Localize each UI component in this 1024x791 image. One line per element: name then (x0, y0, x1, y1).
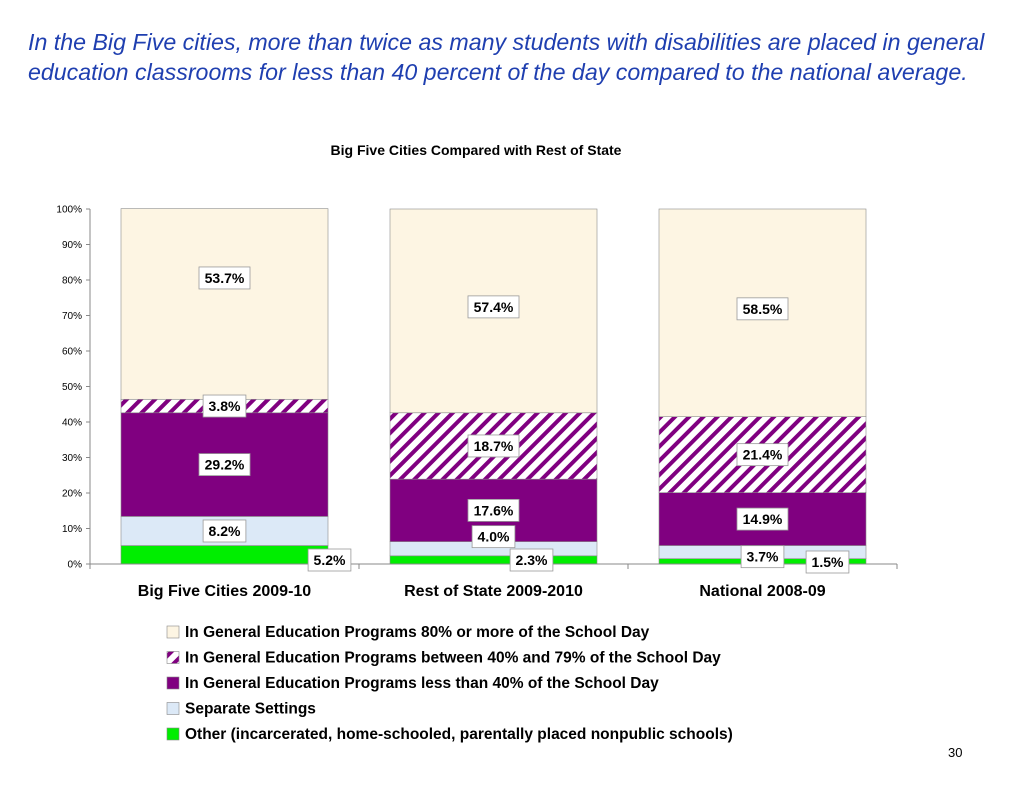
y-tick-label: 10% (62, 524, 82, 535)
data-label-box (509, 548, 554, 572)
data-label: 57.4% (467, 295, 520, 319)
bar-segment (389, 555, 598, 565)
y-axis: 0% 10% 20% 30% 40% 50% 60% 70% 80% 90% 100% (56, 205, 91, 571)
bar-segment (120, 545, 329, 565)
data-label-text: 14.9% (743, 511, 783, 527)
y-tick-label: 50% (62, 382, 82, 393)
y-tick-label: 30% (62, 453, 82, 464)
data-label-box (202, 394, 247, 418)
data-label: 29.2% (198, 453, 251, 477)
data-label-box (736, 507, 789, 531)
data-label-text: 3.7% (747, 549, 779, 565)
data-label-box (198, 453, 251, 477)
slide-title: In the Big Five cities, more than twice … (28, 29, 985, 85)
data-label: 1.5% (805, 550, 850, 574)
legend-label: In General Education Programs 80% or mor… (185, 624, 650, 641)
data-label-text: 1.5% (812, 554, 844, 570)
data-labels: 5.2% 8.2% 29.2% 3.8% 53.7% 2.3% 4.0% 17.6% 18.7%… (198, 266, 850, 574)
data-label-box (471, 525, 516, 549)
x-category-label: National 2008-09 (699, 583, 825, 600)
data-label-text: 58.5% (743, 301, 783, 317)
data-label: 21.4% (736, 443, 789, 467)
data-label-box (467, 295, 520, 319)
data-label-text: 3.8% (209, 398, 241, 414)
data-label: 5.2% (307, 548, 352, 572)
data-label-box (202, 519, 247, 543)
data-label-box (736, 443, 789, 467)
legend: In General Education Programs 80% or mor… (166, 624, 733, 743)
data-label: 3.8% (202, 394, 247, 418)
data-label-text: 29.2% (205, 457, 245, 473)
legend-swatch (166, 651, 180, 664)
data-label-text: 57.4% (474, 299, 514, 315)
y-tick-label: 40% (62, 418, 82, 429)
x-category-label: Rest of State 2009-2010 (404, 583, 583, 600)
data-label: 4.0% (471, 525, 516, 549)
legend-label: In General Education Programs between 40… (185, 650, 721, 667)
data-label-text: 53.7% (205, 270, 245, 286)
legend-label: Separate Settings (185, 701, 316, 718)
data-label: 8.2% (202, 519, 247, 543)
legend-label: Other (incarcerated, home-schooled, pare… (185, 726, 733, 743)
data-label-text: 18.7% (474, 438, 514, 454)
data-label: 2.3% (509, 548, 554, 572)
bar-segment (120, 208, 329, 400)
data-label: 14.9% (736, 507, 789, 531)
y-tick-label: 90% (62, 240, 82, 251)
data-label-box (307, 548, 352, 572)
x-axis: Big Five Cities 2009-10 Rest of State 200… (89, 563, 898, 600)
data-label: 17.6% (467, 498, 520, 522)
y-tick-label: 0% (68, 560, 83, 571)
data-label-box (736, 297, 789, 321)
data-label-text: 21.4% (743, 447, 783, 463)
data-label-box (805, 550, 850, 574)
data-label: 53.7% (198, 266, 251, 290)
data-label-text: 17.6% (474, 502, 514, 518)
y-tick-label: 80% (62, 276, 82, 287)
data-label: 18.7% (467, 434, 520, 458)
x-category-label: Big Five Cities 2009-10 (138, 583, 312, 600)
chart-title: Big Five Cities Compared with Rest of St… (331, 142, 622, 158)
data-label-text: 2.3% (516, 552, 548, 568)
legend-swatch (166, 702, 180, 715)
data-label-box (198, 266, 251, 290)
data-label: 3.7% (740, 545, 785, 569)
data-label-text: 5.2% (314, 552, 346, 568)
y-tick-label: 20% (62, 489, 82, 500)
data-label-box (467, 434, 520, 458)
data-label-box (467, 498, 520, 522)
slide-number: 30 (948, 745, 963, 760)
legend-swatch (166, 727, 180, 741)
data-label-text: 8.2% (209, 523, 241, 539)
legend-swatch (166, 676, 180, 690)
y-tick-label: 70% (62, 311, 82, 322)
data-label-box (740, 545, 785, 569)
legend-swatch (166, 625, 180, 639)
legend-label: In General Education Programs less than … (185, 675, 659, 692)
y-tick-label: 60% (62, 347, 82, 358)
y-tick-label: 100% (56, 205, 82, 216)
data-label: 58.5% (736, 297, 789, 321)
data-label-text: 4.0% (478, 529, 510, 545)
